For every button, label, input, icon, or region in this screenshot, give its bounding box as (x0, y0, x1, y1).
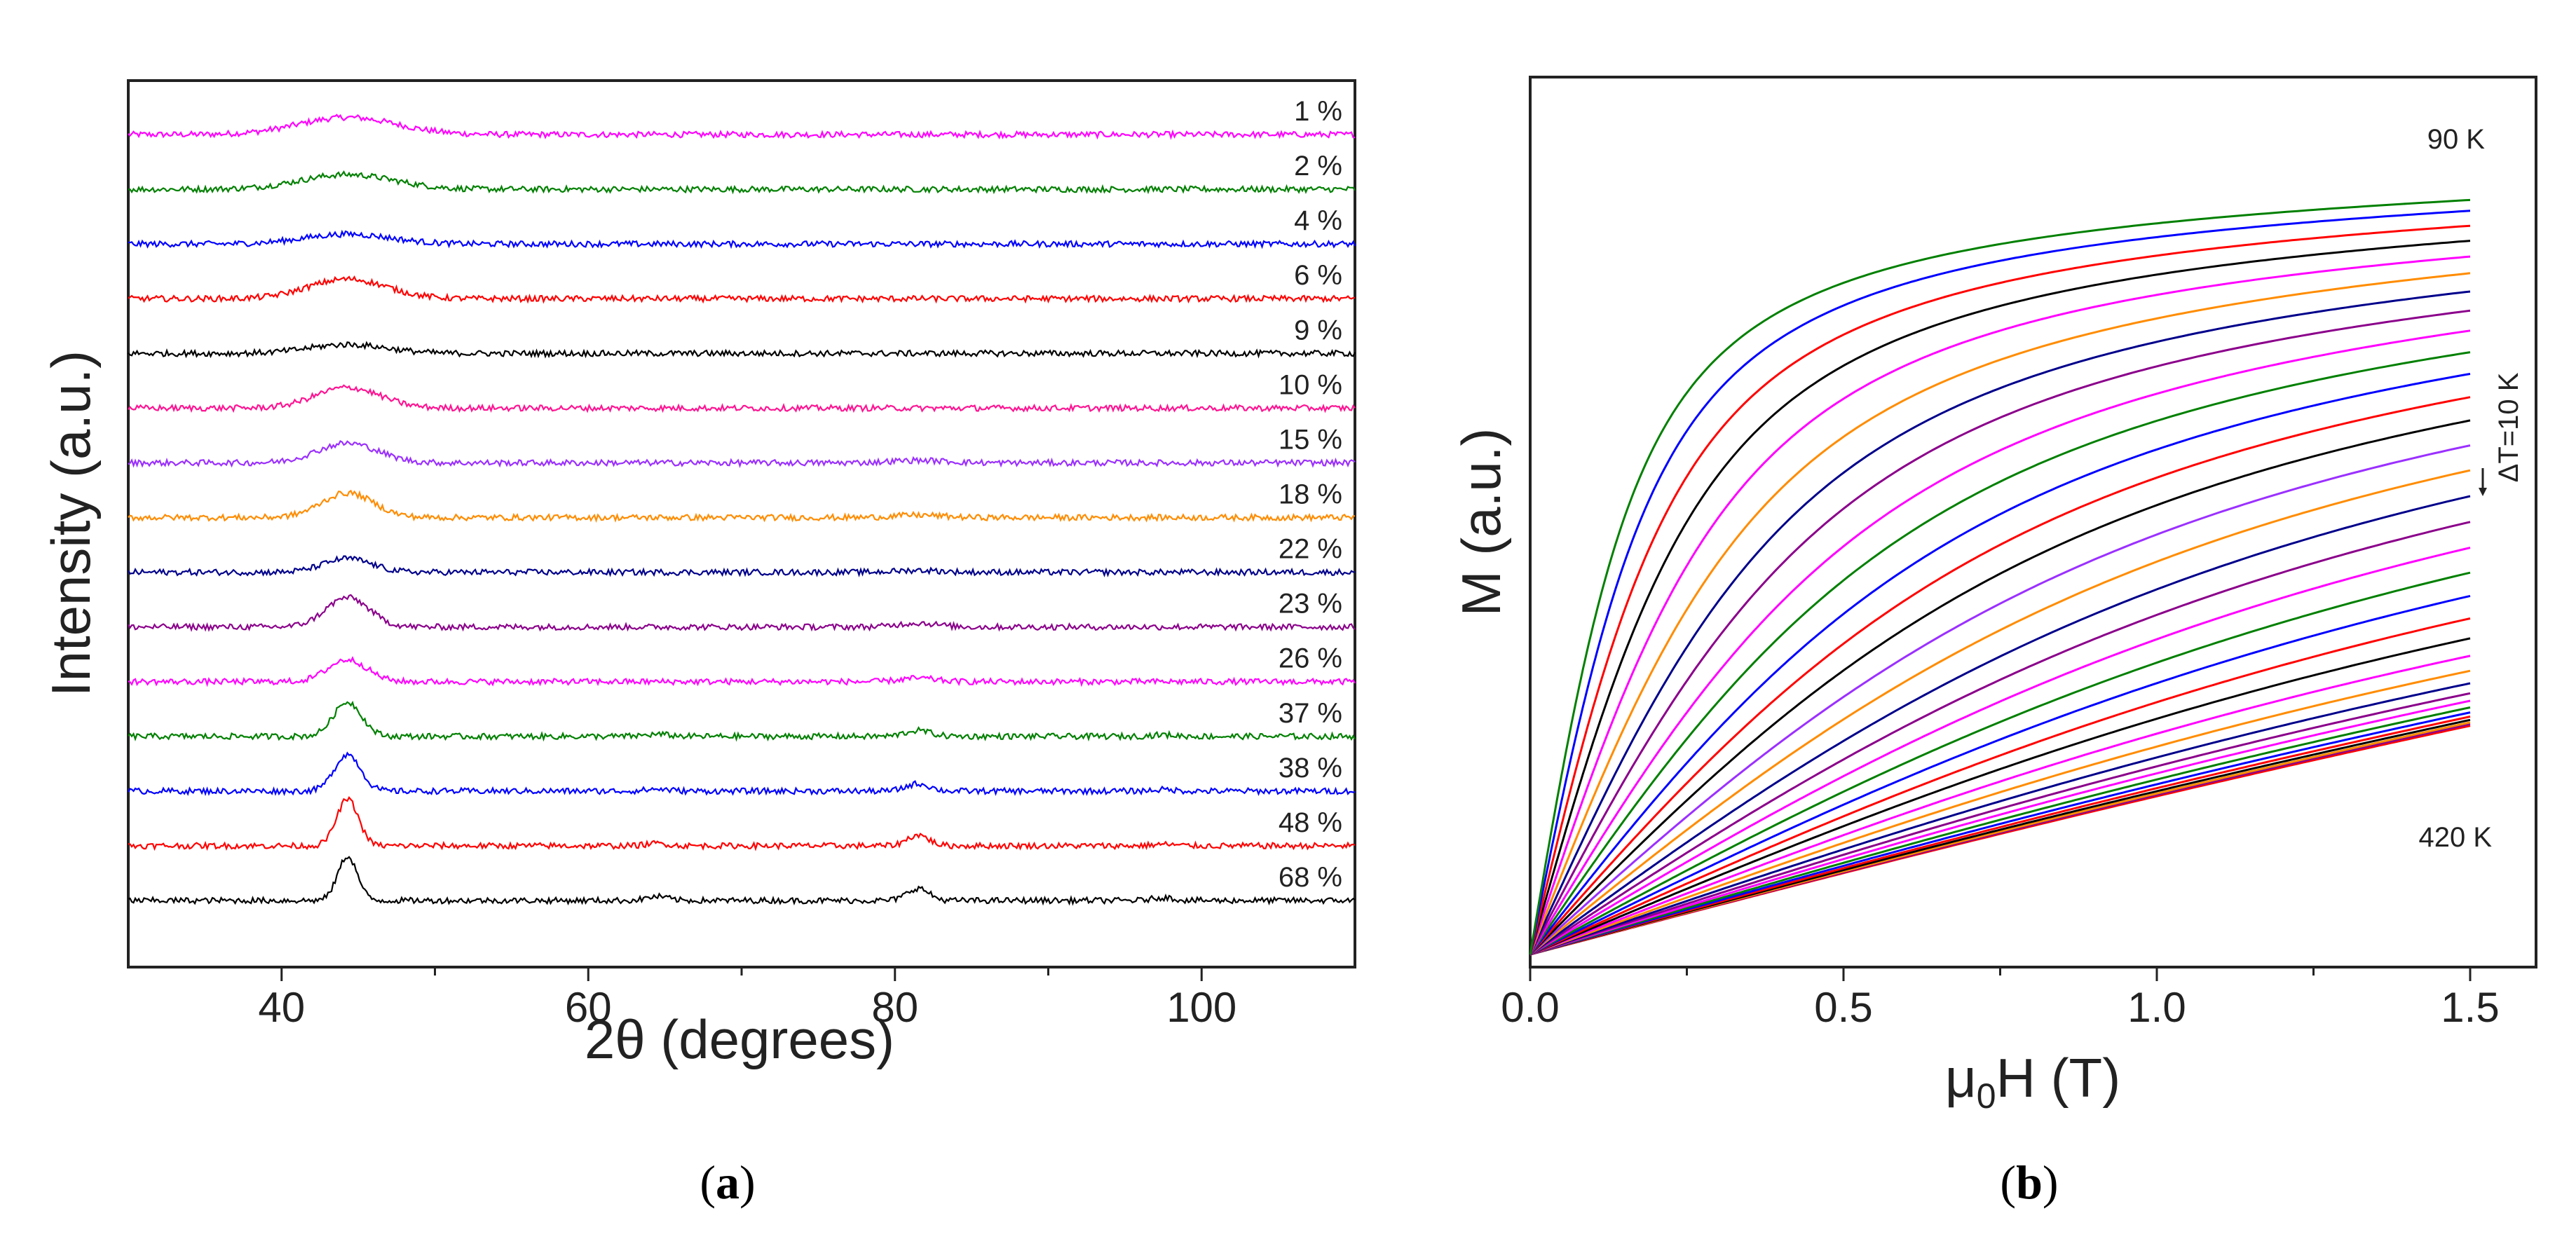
xrd-trace-label-12: 37 % (1279, 698, 1342, 729)
panel-a-traces: 1 % 2 % 4 % 6 % 9 % 10 % 15 % 18 % 22 % 23 % 26 % 3… (128, 96, 1356, 906)
xrd-trace-label-13: 38 % (1279, 753, 1342, 783)
mh-curve-270K (1529, 571, 2471, 956)
annotation-top-temperature: 90 K (2427, 124, 2486, 155)
delta-t-arrow (2479, 468, 2487, 496)
mh-curve-230K (1529, 469, 2471, 956)
mh-curve-240K (1529, 495, 2471, 956)
xrd-trace-12 (128, 700, 1356, 742)
x-tick-label-a-40: 40 (258, 984, 305, 1031)
panel-a-frame (127, 79, 1356, 968)
mh-curve-280K (1529, 594, 2471, 956)
xrd-trace-14 (128, 796, 1356, 851)
xrd-trace-label-14: 48 % (1279, 807, 1342, 838)
panel-a-caption: (a) (700, 1156, 755, 1209)
mh-curve-120K (1529, 240, 2471, 955)
x-axis-mu: μ (1945, 1047, 1977, 1109)
panel-b-y-axis-title: M (a.u.) (1450, 428, 1512, 617)
mh-curve-330K (1529, 682, 2471, 956)
panel-b-caption-letter: b (2016, 1156, 2043, 1209)
xrd-trace-label-10: 23 % (1279, 589, 1342, 620)
mh-curve-150K (1529, 290, 2471, 955)
x-tick-label-b-0: 0.0 (1501, 984, 1559, 1031)
xrd-trace-label-1: 1 % (1294, 96, 1342, 127)
xrd-trace-9 (128, 555, 1356, 577)
panel-a: 1 % 2 % 4 % 6 % 9 % 10 % 15 % 18 % 22 % 23 % 26 % 3… (40, 79, 1356, 1209)
mh-curve-320K (1529, 669, 2471, 956)
panel-b-x-ticks: 0.0 0.5 1.0 1.5 (1501, 967, 2500, 1031)
panel-b-frame (1529, 76, 2537, 968)
xrd-trace-13 (128, 751, 1356, 797)
xrd-trace-label-9: 22 % (1279, 534, 1342, 565)
mh-curve-140K (1529, 272, 2471, 955)
x-tick-label-a-60: 60 (565, 984, 612, 1031)
xrd-trace-label-15: 68 % (1279, 862, 1342, 893)
x-tick-label-a-80: 80 (871, 984, 918, 1031)
panel-a-x-axis-title: 2θ (degrees) (585, 1008, 894, 1070)
annotation-temperature-step: ΔT=10 K (2493, 372, 2524, 482)
panel-b-caption-open: ( (2000, 1156, 2016, 1209)
xrd-trace-8 (128, 489, 1356, 523)
panel-b-curves (1529, 198, 2471, 956)
panel-b: 0.0 0.5 1.0 1.5 90 K 420 K ΔT=10 K M (a.u.)… (1450, 76, 2537, 1209)
xrd-trace-1 (128, 114, 1356, 140)
x-tick-label-a-100: 100 (1166, 984, 1236, 1031)
panel-b-caption: (b) (2000, 1156, 2058, 1209)
xrd-trace-label-8: 18 % (1279, 479, 1342, 510)
delta-t-arrow-head (2479, 488, 2487, 496)
x-axis-unit: H (T) (1996, 1047, 2121, 1109)
xrd-trace-10 (128, 594, 1356, 632)
xrd-trace-4 (128, 275, 1356, 304)
xrd-trace-label-6: 10 % (1279, 369, 1342, 400)
mh-curve-210K (1529, 419, 2471, 956)
xrd-trace-3 (128, 229, 1356, 249)
mh-curve-290K (1529, 617, 2471, 956)
panel-b-caption-close: ) (2043, 1156, 2059, 1209)
xrd-trace-15 (128, 856, 1356, 906)
panel-a-y-axis-title: Intensity (a.u.) (40, 350, 102, 697)
panel-a-x-ticks: 40 60 80 100 (258, 967, 1236, 1031)
x-tick-label-b-1: 0.5 (1814, 984, 1872, 1031)
xrd-trace-label-11: 26 % (1279, 643, 1342, 674)
mh-curve-310K (1529, 655, 2471, 956)
mh-curve-190K (1529, 373, 2471, 956)
panel-b-x-axis-title: μ0H (T) (1945, 1047, 2120, 1116)
mh-curve-90K (1529, 198, 2471, 955)
xrd-trace-2 (128, 170, 1356, 195)
mh-curve-300K (1529, 637, 2471, 956)
mh-curve-250K (1529, 521, 2471, 956)
mh-curve-160K (1529, 309, 2471, 955)
xrd-trace-6 (128, 384, 1356, 413)
mh-curve-110K (1529, 224, 2471, 955)
xrd-trace-5 (128, 341, 1356, 359)
annotation-bottom-temperature: 420 K (2418, 822, 2492, 853)
xrd-trace-7 (128, 440, 1356, 469)
mh-curve-260K (1529, 547, 2471, 956)
x-axis-subscript: 0 (1977, 1076, 1996, 1116)
mh-curve-130K (1529, 255, 2471, 955)
mh-curve-380K (1529, 716, 2471, 956)
xrd-trace-label-7: 15 % (1279, 424, 1342, 455)
xrd-trace-label-4: 6 % (1294, 260, 1342, 291)
mh-curve-220K (1529, 444, 2471, 956)
mh-curve-180K (1529, 351, 2471, 955)
x-tick-label-b-2: 1.0 (2127, 984, 2186, 1031)
x-tick-label-b-3: 1.5 (2441, 984, 2499, 1031)
mh-curve-200K (1529, 396, 2471, 956)
xrd-trace-11 (128, 656, 1356, 687)
panel-a-caption-open: ( (700, 1156, 716, 1209)
panel-a-caption-letter: a (716, 1156, 740, 1209)
panel-a-caption-close: ) (740, 1156, 756, 1209)
xrd-trace-label-3: 4 % (1294, 205, 1342, 236)
xrd-trace-label-2: 2 % (1294, 151, 1342, 182)
xrd-trace-label-5: 9 % (1294, 315, 1342, 345)
mh-curve-170K (1529, 329, 2471, 955)
mh-curve-100K (1529, 210, 2471, 955)
